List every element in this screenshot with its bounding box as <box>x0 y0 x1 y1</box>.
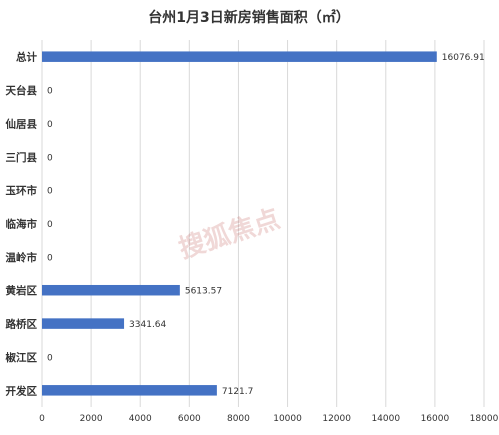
chart-title: 台州1月3日新房销售面积（㎡） <box>148 9 349 26</box>
bar <box>42 284 180 296</box>
x-tick-label: 12000 <box>322 414 351 424</box>
bar <box>42 318 125 329</box>
x-tick-label: 2000 <box>80 414 103 424</box>
category-label: 开发区 <box>6 384 38 397</box>
x-tick-label: 0 <box>39 414 45 424</box>
x-tick-label: 16000 <box>421 414 450 424</box>
x-tick-label: 4000 <box>129 414 152 424</box>
category-label: 总计 <box>16 51 37 64</box>
watermark-logo: 搜狐焦点 <box>175 203 284 265</box>
x-tick-label: 6000 <box>178 414 201 424</box>
category-label: 三门县 <box>6 151 38 164</box>
value-label: 0 <box>47 253 53 263</box>
value-label: 16076.91 <box>442 53 485 63</box>
value-label: 0 <box>47 187 53 197</box>
category-label: 黄岩区 <box>6 284 38 297</box>
value-label: 0 <box>47 220 53 230</box>
category-label: 仙居县 <box>6 117 38 130</box>
category-label: 路桥区 <box>6 318 38 331</box>
gridlines <box>41 40 485 407</box>
value-label: 5613.57 <box>185 287 222 297</box>
x-tick-label: 18000 <box>470 414 499 424</box>
value-label: 0 <box>47 120 53 130</box>
value-label: 0 <box>47 153 53 163</box>
category-label: 天台县 <box>6 84 38 97</box>
value-label: 0 <box>47 87 53 97</box>
category-label: 椒江区 <box>6 351 38 364</box>
value-label: 0 <box>47 353 53 363</box>
x-tick-label: 8000 <box>227 414 250 424</box>
x-tick-label: 14000 <box>371 414 400 424</box>
category-label: 临海市 <box>6 218 38 231</box>
value-labels: 16076.91 0 0 0 0 0 0 5613.57 3341.64 0 7121.7 <box>47 53 485 397</box>
bar <box>42 385 217 396</box>
category-label: 温岭市 <box>6 251 38 264</box>
bars <box>42 51 437 396</box>
value-label: 7121.7 <box>222 387 254 397</box>
category-label: 玉环市 <box>6 184 38 197</box>
x-tick-label: 10000 <box>273 414 302 424</box>
value-label: 3341.64 <box>129 320 166 330</box>
x-axis-ticks: 0 2000 4000 6000 8000 10000 12000 14000 16000 180… <box>39 414 498 424</box>
bar <box>42 51 437 62</box>
